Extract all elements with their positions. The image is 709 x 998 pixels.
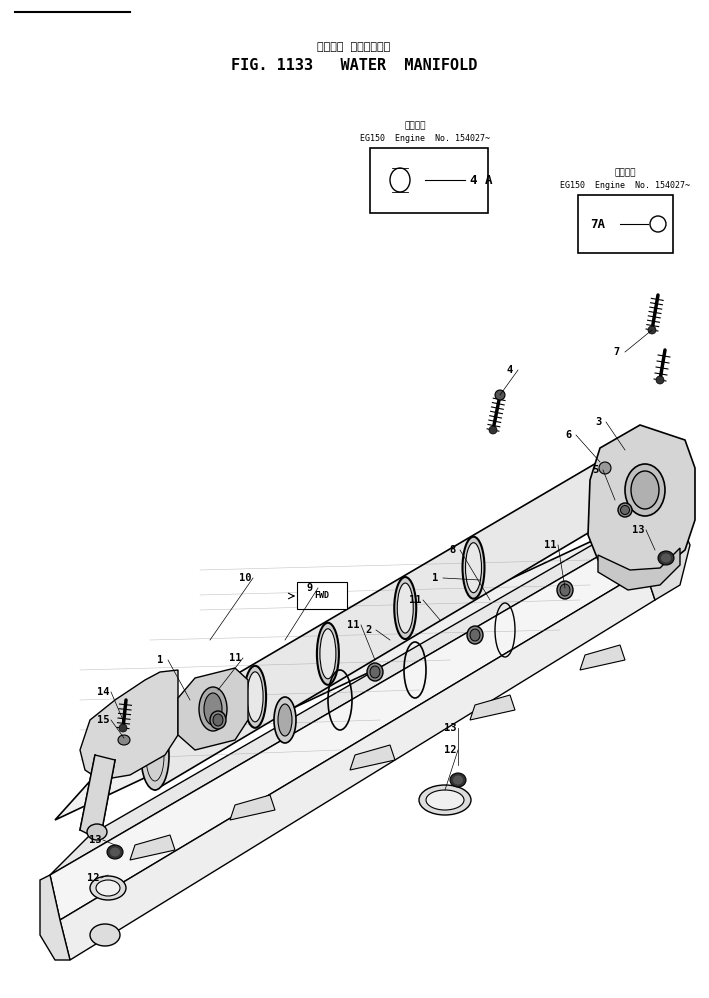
Text: 適用号機: 適用号機 (404, 121, 425, 130)
Text: 4: 4 (507, 365, 513, 375)
Text: 10: 10 (239, 573, 251, 583)
Ellipse shape (467, 626, 483, 644)
Ellipse shape (557, 581, 573, 599)
Text: 12: 12 (86, 873, 99, 883)
Polygon shape (50, 500, 670, 875)
Ellipse shape (560, 584, 570, 596)
Circle shape (495, 390, 505, 400)
Text: 11: 11 (409, 595, 421, 605)
Text: 15: 15 (96, 715, 109, 725)
Ellipse shape (247, 672, 263, 722)
FancyBboxPatch shape (370, 148, 488, 213)
Ellipse shape (213, 714, 223, 726)
Text: 1: 1 (157, 655, 163, 665)
Ellipse shape (397, 583, 413, 633)
Ellipse shape (394, 577, 416, 639)
Polygon shape (40, 875, 70, 960)
Polygon shape (178, 668, 248, 750)
Ellipse shape (599, 462, 611, 474)
Polygon shape (580, 645, 625, 670)
Ellipse shape (118, 735, 130, 745)
Text: 2: 2 (365, 625, 371, 635)
Ellipse shape (453, 775, 463, 784)
FancyBboxPatch shape (297, 582, 347, 609)
Text: 3: 3 (595, 417, 601, 427)
Ellipse shape (90, 924, 120, 946)
Ellipse shape (620, 506, 630, 515)
Ellipse shape (426, 790, 464, 810)
Ellipse shape (450, 773, 466, 787)
Ellipse shape (141, 722, 169, 790)
Ellipse shape (631, 471, 659, 509)
Ellipse shape (317, 623, 339, 685)
Ellipse shape (320, 629, 336, 679)
Polygon shape (60, 570, 655, 960)
Text: 7: 7 (614, 347, 620, 357)
Text: 13: 13 (89, 835, 101, 845)
Text: FWD: FWD (315, 591, 330, 600)
Polygon shape (55, 500, 680, 820)
Ellipse shape (87, 824, 107, 840)
Ellipse shape (370, 666, 380, 678)
Ellipse shape (244, 666, 266, 728)
Ellipse shape (419, 785, 471, 815)
Ellipse shape (110, 847, 120, 856)
Ellipse shape (367, 663, 383, 681)
Ellipse shape (90, 876, 126, 900)
Text: 13: 13 (632, 525, 644, 535)
Text: 1: 1 (432, 573, 438, 583)
Text: 14: 14 (96, 687, 109, 697)
Ellipse shape (658, 551, 674, 565)
Ellipse shape (618, 503, 632, 517)
Circle shape (656, 376, 664, 384)
Text: EG150  Engine  No. 154027~: EG150 Engine No. 154027~ (560, 181, 690, 190)
Text: ウォータ  マニホールド: ウォータ マニホールド (318, 42, 391, 52)
Text: 11: 11 (544, 540, 557, 550)
Ellipse shape (199, 687, 227, 731)
Text: 11: 11 (347, 620, 359, 630)
Text: 12: 12 (444, 745, 457, 755)
Text: 13: 13 (444, 723, 457, 733)
Polygon shape (598, 548, 680, 590)
Polygon shape (470, 695, 515, 720)
Text: 11: 11 (229, 653, 241, 663)
Polygon shape (588, 425, 695, 575)
Ellipse shape (470, 629, 480, 641)
Text: EG150  Engine  No. 154027~: EG150 Engine No. 154027~ (360, 134, 490, 143)
Ellipse shape (274, 697, 296, 743)
Ellipse shape (278, 704, 292, 736)
FancyBboxPatch shape (578, 195, 673, 253)
Polygon shape (155, 455, 610, 790)
Text: FIG. 1133   WATER  MANIFOLD: FIG. 1133 WATER MANIFOLD (231, 58, 477, 73)
Ellipse shape (107, 845, 123, 859)
Polygon shape (130, 835, 175, 860)
Circle shape (489, 426, 497, 434)
Polygon shape (635, 500, 690, 600)
Ellipse shape (210, 711, 226, 729)
Text: 6: 6 (565, 430, 571, 440)
Text: 4 A: 4 A (470, 174, 493, 187)
Ellipse shape (462, 537, 484, 599)
Ellipse shape (96, 880, 120, 896)
Ellipse shape (466, 543, 481, 593)
Text: 8: 8 (449, 545, 455, 555)
Polygon shape (350, 745, 395, 770)
Text: 9: 9 (307, 583, 313, 593)
Ellipse shape (625, 464, 665, 516)
Ellipse shape (204, 693, 222, 725)
Polygon shape (80, 670, 178, 780)
Text: 適用号機: 適用号機 (614, 168, 636, 177)
Polygon shape (230, 795, 275, 820)
Ellipse shape (661, 554, 671, 563)
Polygon shape (80, 755, 115, 840)
Polygon shape (50, 535, 645, 920)
Text: 5: 5 (592, 465, 598, 475)
Circle shape (119, 724, 127, 732)
Text: 7A: 7A (590, 218, 605, 231)
Circle shape (648, 326, 656, 334)
